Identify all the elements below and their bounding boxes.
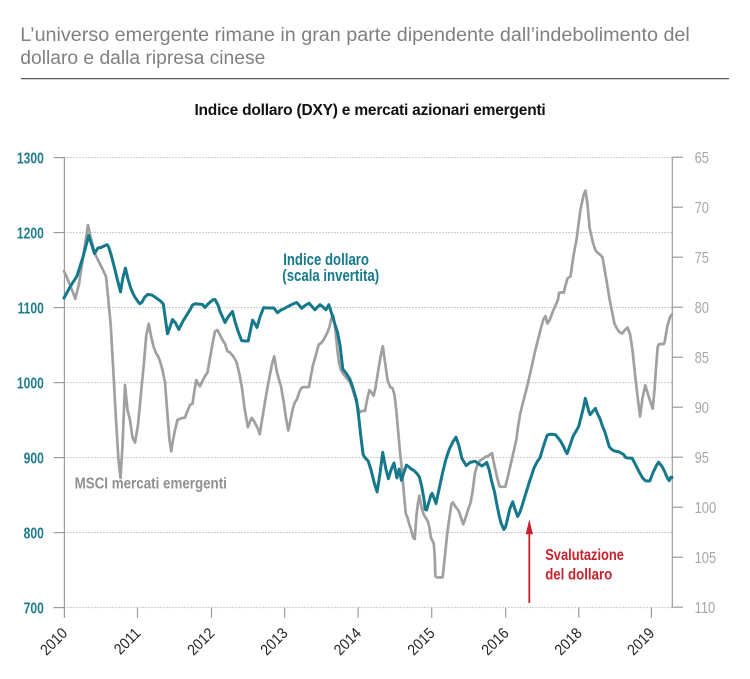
- svg-text:110: 110: [695, 600, 716, 618]
- svg-text:(scala invertita): (scala invertita): [282, 267, 379, 286]
- svg-text:65: 65: [695, 150, 709, 168]
- svg-text:100: 100: [695, 500, 717, 518]
- svg-text:1200: 1200: [17, 225, 44, 243]
- svg-text:95: 95: [695, 450, 709, 468]
- svg-text:dollaro e dalla ripresa cinese: dollaro e dalla ripresa cinese: [20, 47, 265, 69]
- svg-text:800: 800: [24, 525, 44, 543]
- svg-text:1100: 1100: [18, 300, 44, 318]
- svg-text:900: 900: [24, 450, 44, 468]
- svg-text:75: 75: [695, 250, 709, 268]
- svg-text:80: 80: [695, 300, 709, 318]
- svg-text:1000: 1000: [17, 375, 44, 393]
- svg-text:700: 700: [24, 600, 44, 618]
- svg-text:85: 85: [695, 350, 709, 368]
- svg-text:del dollaro: del dollaro: [545, 566, 612, 583]
- svg-text:L’universo emergente rimane in: L’universo emergente rimane in gran part…: [20, 24, 690, 46]
- svg-text:Svalutazione: Svalutazione: [545, 547, 624, 565]
- svg-text:MSCI mercati emergenti: MSCI mercati emergenti: [75, 476, 227, 493]
- svg-text:70: 70: [695, 200, 709, 218]
- svg-text:1300: 1300: [17, 150, 44, 168]
- svg-text:105: 105: [695, 550, 717, 568]
- svg-text:90: 90: [695, 400, 709, 418]
- svg-text:Indice dollaro (DXY) e mercati: Indice dollaro (DXY) e mercati azionari …: [194, 102, 545, 119]
- svg-text:Indice dollaro: Indice dollaro: [283, 250, 369, 269]
